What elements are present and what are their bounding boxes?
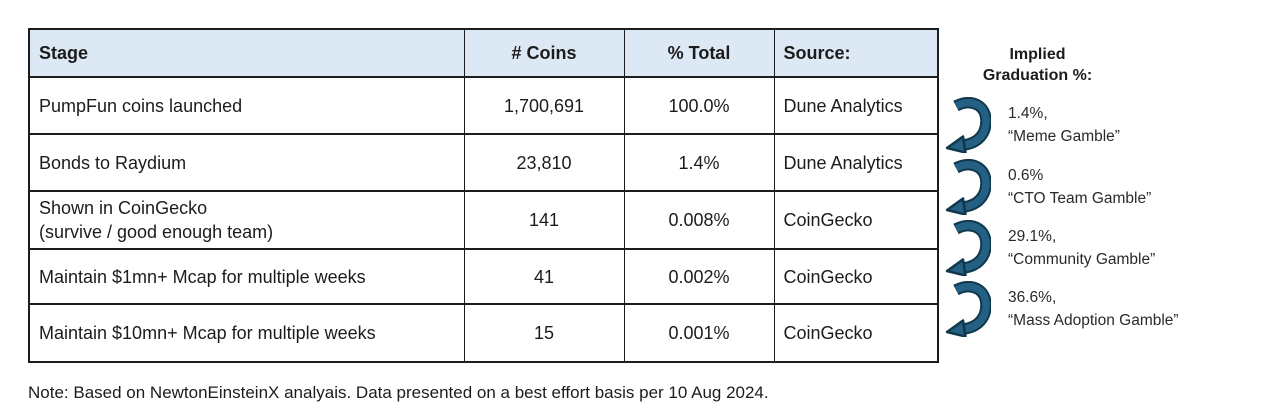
pct-cell: 0.001% <box>623 303 775 363</box>
pct-cell: 100.0% <box>623 76 775 135</box>
graduation-item-cto: 0.6% “CTO Team Gamble” <box>945 159 1151 215</box>
graduation-item-text: 1.4%, “Meme Gamble” <box>1008 102 1120 148</box>
graduation-label: “CTO Team Gamble” <box>1008 190 1152 207</box>
implied-graduation-title: Implied Graduation %: <box>950 44 1125 86</box>
graduation-pct: 0.6% <box>1008 167 1044 184</box>
table-row: PumpFun coins launched 1,700,691 100.0% … <box>28 76 939 135</box>
stage-cell: Maintain $10mn+ Mcap for multiple weeks <box>28 303 465 363</box>
graduation-item-mass-adoption: 36.6%, “Mass Adoption Gamble” <box>945 281 1179 337</box>
table-row: Bonds to Raydium 23,810 1.4% Dune Analyt… <box>28 133 939 192</box>
graduation-pct: 29.1%, <box>1008 228 1057 245</box>
col-header-coins: # Coins <box>463 28 625 78</box>
pct-cell: 0.002% <box>623 248 775 305</box>
col-header-total: % Total <box>623 28 775 78</box>
coins-cell: 1,700,691 <box>463 76 625 135</box>
coins-cell: 41 <box>463 248 625 305</box>
graduation-item-text: 29.1%, “Community Gamble” <box>1008 225 1155 271</box>
pct-cell: 1.4% <box>623 133 775 192</box>
graduation-label: “Mass Adoption Gamble” <box>1008 312 1179 329</box>
curved-arrow-icon <box>945 97 991 153</box>
stage-cell: Maintain $1mn+ Mcap for multiple weeks <box>28 248 465 305</box>
col-header-source: Source: <box>773 28 939 78</box>
source-cell: CoinGecko <box>773 248 939 305</box>
implied-graduation-title-line1: Implied <box>1009 46 1066 63</box>
pct-cell: 0.008% <box>623 190 775 250</box>
funnel-table: Stage # Coins % Total Source: PumpFun co… <box>28 28 939 363</box>
table-row: Maintain $10mn+ Mcap for multiple weeks … <box>28 303 939 363</box>
coins-cell: 15 <box>463 303 625 363</box>
footnote: Note: Based on NewtonEinsteinX analyais.… <box>28 383 769 402</box>
header-row: Stage # Coins % Total Source: <box>28 28 939 78</box>
source-cell: Dune Analytics <box>773 76 939 135</box>
graduation-item-community: 29.1%, “Community Gamble” <box>945 220 1155 276</box>
table-row: Maintain $1mn+ Mcap for multiple weeks 4… <box>28 248 939 305</box>
stage-cell: PumpFun coins launched <box>28 76 465 135</box>
coins-cell: 141 <box>463 190 625 250</box>
source-cell: CoinGecko <box>773 190 939 250</box>
stage-cell: Bonds to Raydium <box>28 133 465 192</box>
graduation-item-meme: 1.4%, “Meme Gamble” <box>945 97 1120 153</box>
curved-arrow-icon <box>945 281 991 337</box>
stage-cell: Shown in CoinGecko (survive / good enoug… <box>28 190 465 250</box>
implied-graduation-title-line2: Graduation %: <box>982 67 1093 84</box>
curved-arrow-icon <box>945 159 991 215</box>
graduation-label: “Meme Gamble” <box>1008 128 1120 145</box>
graduation-label: “Community Gamble” <box>1008 251 1156 268</box>
table-row: Shown in CoinGecko (survive / good enoug… <box>28 190 939 250</box>
graduation-pct: 36.6%, <box>1008 289 1057 306</box>
graduation-item-text: 0.6% “CTO Team Gamble” <box>1008 164 1151 210</box>
graduation-item-text: 36.6%, “Mass Adoption Gamble” <box>1008 286 1179 332</box>
source-cell: Dune Analytics <box>773 133 939 192</box>
curved-arrow-icon <box>945 220 991 276</box>
coins-cell: 23,810 <box>463 133 625 192</box>
col-header-stage: Stage <box>28 28 465 78</box>
source-cell: CoinGecko <box>773 303 939 363</box>
graduation-pct: 1.4%, <box>1008 105 1048 122</box>
